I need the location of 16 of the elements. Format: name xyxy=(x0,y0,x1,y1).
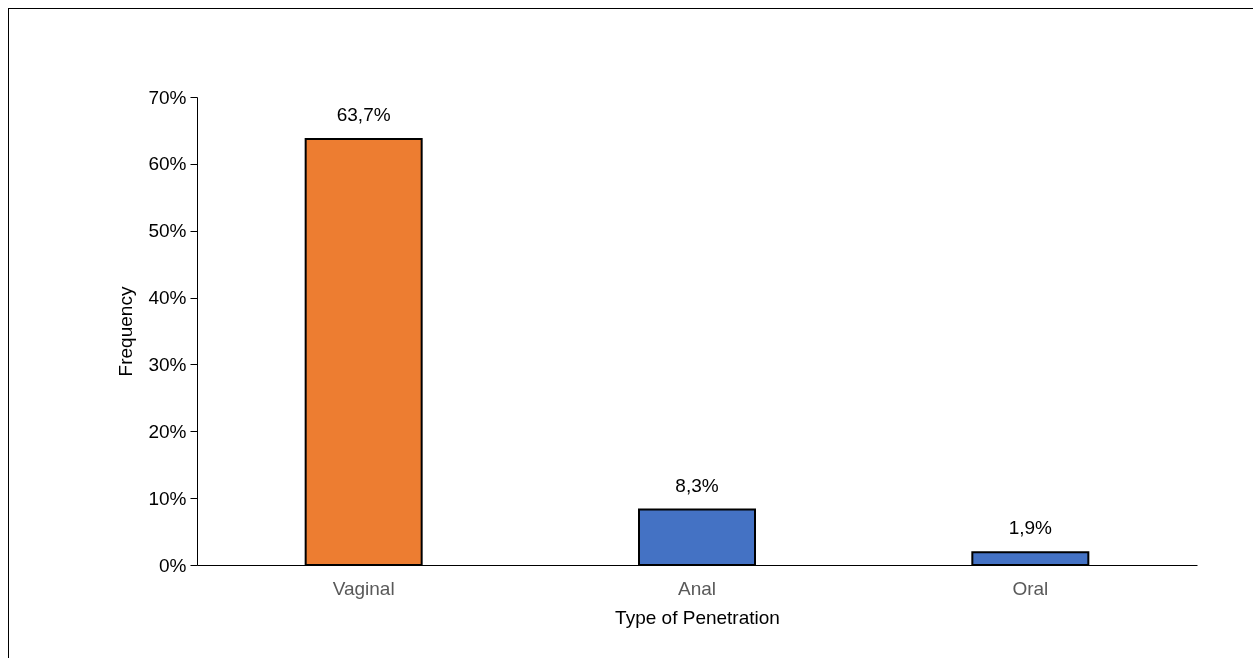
x-tick-label: Oral xyxy=(1012,577,1049,599)
y-tick-label: 40% xyxy=(148,287,187,309)
data-label: 1,9% xyxy=(1008,517,1053,539)
y-tick-label: 70% xyxy=(148,86,187,108)
y-tick-label: 60% xyxy=(148,153,187,175)
x-axis-title: Type of Penetration xyxy=(615,606,780,628)
y-tick-label: 10% xyxy=(148,487,187,509)
y-tick-label: 20% xyxy=(148,420,187,442)
y-tick-label: 30% xyxy=(148,353,187,375)
data-label: 63,7% xyxy=(336,104,391,126)
data-label: 8,3% xyxy=(675,474,719,496)
x-tick-label: Vaginal xyxy=(332,577,395,599)
y-axis-title: Frequency xyxy=(115,286,137,377)
x-tick-label: Anal xyxy=(677,577,717,599)
y-tick-label: 50% xyxy=(148,220,187,242)
y-tick-label: 0% xyxy=(159,554,187,576)
